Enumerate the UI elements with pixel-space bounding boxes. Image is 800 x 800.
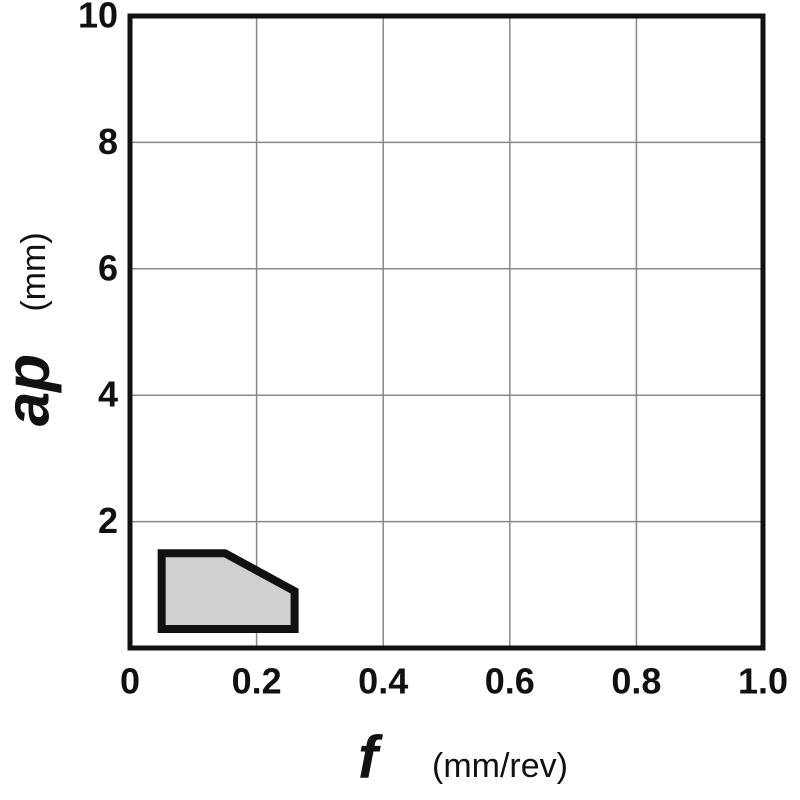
y-tick-label: 10 <box>78 0 118 36</box>
y-tick-label: 2 <box>98 500 118 541</box>
x-axis-unit: (mm/rev) <box>432 747 568 785</box>
y-tick-label: 6 <box>98 247 118 288</box>
x-tick-label: 0.4 <box>358 661 408 702</box>
plot-frame <box>127 13 766 651</box>
y-axis-label: ap <box>0 354 62 426</box>
y-tick-label: 8 <box>98 121 118 162</box>
y-tick-label: 4 <box>98 374 118 415</box>
x-axis-label: f <box>358 724 383 791</box>
x-tick-label: 0 <box>120 661 140 702</box>
x-tick-label: 1.0 <box>738 661 788 702</box>
x-tick-label: 0.6 <box>485 661 535 702</box>
y-axis-unit: (mm) <box>15 232 53 311</box>
x-tick-label: 0.8 <box>611 661 661 702</box>
x-tick-label: 0.2 <box>232 661 282 702</box>
application-range <box>157 549 299 634</box>
